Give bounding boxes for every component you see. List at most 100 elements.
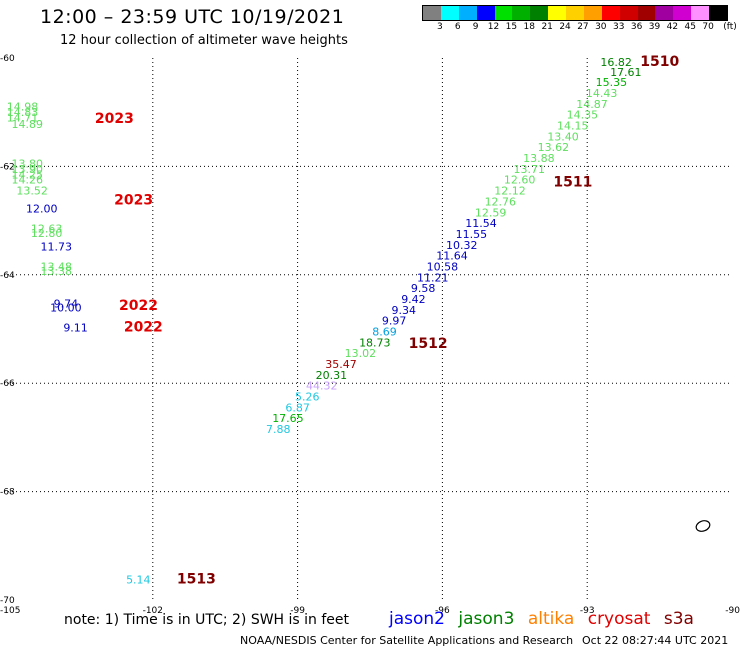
color-swatch [673,6,692,20]
color-swatch [423,6,441,20]
swh-value-label: 15.35 [596,76,628,89]
swh-value-label: 20.31 [316,369,348,382]
swh-value-label: 11.73 [41,240,73,253]
swh-value-label: 9.42 [401,293,426,306]
map-grid [8,58,732,600]
color-scale-label: 30 [595,22,607,32]
swh-value-label: 11.21 [417,271,449,284]
swh-value-label: 7.88 [266,423,291,436]
swh-value-label: 13.02 [345,347,377,360]
swh-value-label: 14.26 [12,174,44,187]
pass-time-label: 2023 [95,111,134,127]
pass-time-labels: 1510 1511 1512 1513 2023 2023 2022 2022 [95,54,680,588]
color-swatch [691,6,709,20]
satellite-legend: jason2 jason3 altika cryosat s3a [389,609,702,629]
color-scale-label: (ft) [723,22,737,32]
longitude-tick-label: -99 [290,606,305,616]
swh-value-label: 13.52 [16,185,48,198]
color-swatch [494,6,513,20]
swh-value-label: 13.88 [523,152,555,165]
swh-value-label: 12.12 [494,185,526,198]
color-scale-swatches [422,5,728,21]
longitude-tick-label: -96 [435,606,450,616]
color-scale-label: 18 [523,22,536,32]
swh-value-label: 9.97 [382,315,407,328]
color-scale-label: 27 [577,22,589,32]
swh-value-label: 14.43 [586,87,618,100]
swh-value-label: 13.38 [41,265,73,278]
color-scale-label: 24 [559,22,571,32]
latitude-tick-label: -70 [0,596,15,606]
color-swatch [476,6,495,20]
swh-value-label: 16.82 [600,56,632,69]
pass-time-label: 2022 [119,298,158,314]
longitude-tick-label: -102 [143,606,163,616]
island-outline-icon [695,520,711,532]
swh-value-label: 14.71 [7,111,39,124]
color-scale-label: 6 [454,22,461,32]
satellite-altika: altika [527,609,575,629]
swh-value-label: 9.11 [63,322,88,335]
swh-value-label: 10.32 [446,239,478,252]
color-scale-label: 9 [472,22,479,32]
satellite-cryosat: cryosat [587,609,651,629]
pass-time-label: 2022 [124,320,163,336]
longitude-tick-label: -105 [0,606,20,616]
credit-line: NOAA/NESDIS Center for Satellite Applica… [240,634,574,647]
color-scale-legend: 3 6 9 12 15 18 21 24 27 30 33 36 39 42 45 70 (ft) [422,5,740,33]
color-scale-label: 39 [648,22,661,32]
swh-value-label: 13.80 [12,157,44,170]
swh-value-label: 14.35 [567,109,599,122]
swh-value-label: 5.14 [126,574,151,587]
swh-value-label: 14.25 [12,168,44,181]
color-swatch [709,6,727,20]
swh-value-label: 14.87 [576,98,608,111]
pass-time-label: 1510 [640,54,679,70]
pass-time-label: 2023 [114,192,153,208]
swh-value-label: 14.15 [557,120,589,133]
color-swatch [548,6,566,20]
latitude-tick-label: -60 [0,54,15,64]
swh-value-label: 12.60 [504,174,536,187]
swh-value-label: 5.26 [295,391,320,404]
swh-value-label: 14.89 [12,118,44,131]
pass-time-label: 1512 [409,336,448,352]
swh-points: 16.8217.6115.3514.4314.8714.3514.1513.40… [7,56,642,587]
swh-value-label: 14.98 [7,101,39,114]
color-scale-label: 42 [666,22,679,32]
swh-value-label: 9.74 [54,297,79,310]
latitude-tick-label: -64 [0,271,15,281]
swh-value-label: 6.87 [285,401,310,414]
swh-value-label: 13.90 [12,163,44,176]
swh-value-label: 12.00 [26,202,58,215]
pass-time-label: 1511 [553,174,592,190]
swh-value-label: 17.61 [610,66,642,79]
swh-value-label: 13.71 [514,163,546,176]
swh-value-label: 35.47 [325,358,357,371]
longitude-tick-label: -90 [725,606,740,616]
color-scale-label: 3 [437,22,443,32]
color-scale-label: 12 [487,22,500,32]
swh-value-label: 11.55 [456,228,488,241]
latitude-tick-label: -68 [0,488,15,498]
swh-value-label: 11.54 [465,217,497,230]
map-subtitle: 12 hour collection of altimeter wave hei… [60,33,348,48]
color-swatch [601,6,620,20]
swh-value-label: 12.63 [31,223,63,236]
color-swatch [619,6,638,20]
color-swatch [458,6,477,20]
color-swatch [512,6,531,20]
swh-value-label: 12.80 [31,227,63,240]
color-swatch [583,6,602,20]
swh-value-label: 9.58 [411,282,436,295]
generated-timestamp: Oct 22 08:27:44 UTC 2021 [582,634,729,647]
swh-value-label: 44.32 [306,380,338,393]
latitude-tick-label: -62 [0,162,15,172]
satellite-jason3: jason3 [458,609,515,629]
swh-value-label: 12.59 [475,206,507,219]
swh-value-label: 17.65 [272,412,304,425]
swh-value-label: 9.34 [392,304,417,317]
color-swatch [530,6,549,20]
swh-value-label: 12.76 [485,195,517,208]
